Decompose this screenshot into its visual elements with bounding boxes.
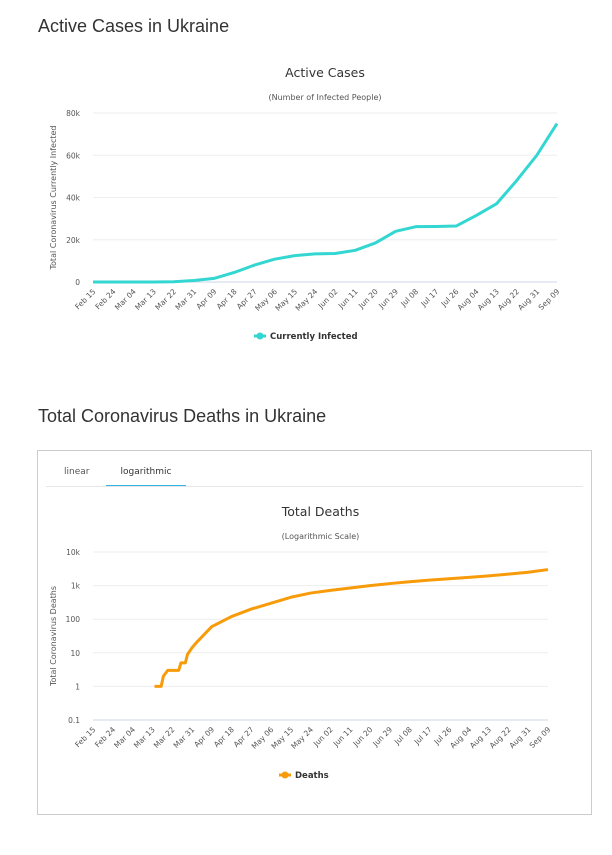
x-tick-label: Apr 18 — [212, 725, 236, 749]
x-tick-label: Sep 09 — [528, 725, 553, 750]
x-tick-label: Apr 09 — [192, 725, 216, 749]
y-tick-label: 100 — [66, 615, 81, 624]
x-tick-label: Jul 17 — [412, 725, 434, 747]
x-tick-label: Apr 18 — [215, 287, 239, 311]
y-tick-label: 60k — [66, 151, 81, 160]
x-tick-label: May 24 — [294, 287, 320, 313]
x-tick-label: Jun 20 — [351, 725, 375, 749]
chart-subtitle: (Logarithmic Scale) — [282, 532, 360, 541]
y-tick-label: 80k — [66, 109, 81, 118]
x-tick-label: Jul 08 — [392, 725, 414, 747]
tab-linear[interactable]: linear — [64, 467, 90, 477]
x-tick-label: Jul 08 — [398, 287, 420, 309]
x-tick-label: Sep 09 — [537, 287, 562, 312]
series-line-deaths — [154, 568, 549, 688]
y-axis-label: Total Coronavirus Deaths — [49, 586, 58, 687]
chart-title: Active Cases — [285, 65, 365, 80]
chart-title: Total Deaths — [281, 504, 359, 519]
x-tick-label: Jun 11 — [336, 287, 360, 311]
y-tick-label: 0 — [75, 278, 80, 287]
y-axis-label: Total Coronavirus Currently Infected — [49, 126, 58, 271]
chart-subtitle: (Number of Infected People) — [269, 93, 382, 102]
x-tick-label: Aug 31 — [516, 287, 541, 312]
x-tick-label: Mar 22 — [153, 287, 178, 312]
x-tick-label: Feb 15 — [73, 287, 97, 311]
tab-divider — [46, 486, 583, 487]
x-tick-label: Aug 31 — [507, 725, 532, 750]
legend-item: Currently Infected — [270, 332, 358, 342]
y-tick-label: 1k — [71, 582, 81, 591]
y-tick-label: 20k — [66, 236, 81, 245]
y-tick-label: 0.1 — [68, 716, 80, 725]
x-tick-label: Jul 17 — [418, 287, 440, 309]
x-tick-label: Mar 04 — [113, 287, 138, 312]
x-tick-label: Jun 02 — [316, 287, 340, 311]
x-tick-label: May 24 — [289, 725, 315, 751]
x-tick-label: Mar 31 — [173, 287, 198, 312]
legend-marker — [256, 332, 264, 340]
x-tick-label: Jun 11 — [331, 725, 355, 749]
x-tick-label: Jun 29 — [370, 725, 394, 749]
y-tick-label: 40k — [66, 194, 81, 203]
x-tick-label: Mar 13 — [133, 287, 158, 312]
legend-marker — [281, 771, 289, 779]
x-tick-label: Apr 09 — [194, 287, 218, 311]
x-tick-label: Mar 31 — [172, 725, 197, 750]
x-tick-label: Jun 29 — [376, 287, 400, 311]
y-tick-label: 10k — [66, 548, 81, 557]
section-heading-active: Active Cases in Ukraine — [38, 16, 230, 36]
x-tick-label: Feb 15 — [73, 725, 97, 749]
section-heading-deaths: Total Coronavirus Deaths in Ukraine — [38, 406, 327, 426]
y-tick-label: 10 — [70, 649, 80, 658]
y-tick-label: 1 — [75, 682, 80, 691]
x-tick-label: Jun 20 — [356, 287, 380, 311]
series-line-currently-infected — [93, 122, 559, 284]
x-tick-label: Jun 02 — [311, 725, 335, 749]
legend-item: Deaths — [295, 771, 329, 781]
deaths-chart-container: linear logarithmic — [37, 450, 592, 815]
